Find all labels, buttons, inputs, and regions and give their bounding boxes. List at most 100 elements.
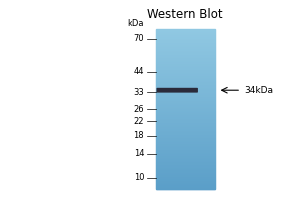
Bar [156, 50, 215, 51]
Bar [156, 147, 215, 148]
Bar [156, 115, 215, 116]
Bar [156, 151, 215, 152]
Bar [156, 141, 215, 142]
Bar [156, 92, 215, 93]
Bar [156, 162, 215, 163]
Text: 22: 22 [134, 117, 144, 126]
Bar [156, 32, 215, 33]
Bar [156, 120, 215, 121]
Bar [156, 112, 215, 113]
Bar [156, 102, 215, 103]
Bar [156, 172, 215, 173]
Bar [156, 42, 215, 43]
Bar [156, 148, 215, 149]
Bar [156, 160, 215, 161]
Bar [156, 29, 215, 30]
Bar [156, 103, 215, 104]
Bar [156, 116, 215, 117]
Bar [156, 170, 215, 171]
Bar [156, 114, 215, 115]
Bar [156, 98, 215, 99]
Bar [156, 31, 215, 32]
Bar [156, 127, 215, 128]
Bar [156, 53, 215, 54]
Bar [156, 139, 215, 140]
Bar [156, 140, 215, 141]
Bar [156, 154, 215, 155]
Bar [156, 62, 215, 63]
Bar [156, 164, 215, 165]
Text: 18: 18 [134, 131, 144, 140]
Bar [156, 77, 215, 78]
Bar [156, 137, 215, 138]
Bar [156, 133, 215, 134]
Text: 70: 70 [134, 34, 144, 43]
Bar [156, 59, 215, 60]
Bar [156, 166, 215, 167]
Bar [156, 110, 215, 111]
Bar [156, 39, 215, 40]
Bar [156, 83, 215, 84]
Bar [156, 89, 215, 90]
Bar [156, 47, 215, 48]
Bar [156, 108, 215, 109]
Bar [156, 68, 215, 69]
Bar [156, 150, 215, 151]
Text: 10: 10 [134, 173, 144, 182]
Bar [156, 84, 215, 85]
Bar [156, 63, 215, 64]
Bar [156, 185, 215, 186]
Bar [156, 57, 215, 58]
Bar [156, 128, 215, 129]
Bar [156, 56, 215, 57]
Bar [156, 167, 215, 168]
Bar [156, 33, 215, 34]
Bar [156, 143, 215, 144]
Text: 44: 44 [134, 67, 144, 76]
Bar [156, 55, 215, 56]
Bar [156, 104, 215, 105]
Bar [156, 168, 215, 169]
Bar [156, 58, 215, 59]
Bar [156, 95, 215, 96]
Text: 14: 14 [134, 149, 144, 158]
Bar [156, 36, 215, 37]
Bar [156, 91, 215, 92]
Bar [156, 121, 215, 122]
Bar [156, 177, 215, 178]
Bar [156, 105, 215, 106]
Bar [156, 134, 215, 135]
Bar [156, 82, 215, 83]
Bar [156, 159, 215, 160]
Bar [156, 130, 215, 131]
Bar [156, 188, 215, 189]
Bar [156, 61, 215, 62]
Bar [156, 54, 215, 55]
Bar [156, 161, 215, 162]
Bar [156, 145, 215, 146]
Bar [156, 46, 215, 47]
Text: 26: 26 [134, 105, 144, 114]
Bar [156, 138, 215, 139]
Bar [156, 48, 215, 49]
Bar [156, 52, 215, 53]
Bar [156, 76, 215, 77]
Text: Western Blot: Western Blot [148, 8, 223, 21]
Bar [156, 182, 215, 183]
Bar [156, 43, 215, 44]
Bar [156, 155, 215, 156]
Bar [156, 144, 215, 145]
Bar [156, 157, 215, 158]
Bar [156, 180, 215, 181]
Bar [156, 181, 215, 182]
Bar [156, 38, 215, 39]
Text: kDa: kDa [128, 19, 144, 28]
Bar [156, 30, 215, 31]
Bar [156, 60, 215, 61]
Bar [156, 111, 215, 112]
Bar [156, 45, 215, 46]
Bar [156, 65, 215, 66]
Bar [156, 132, 215, 133]
Bar [156, 142, 215, 143]
Bar [156, 93, 215, 94]
